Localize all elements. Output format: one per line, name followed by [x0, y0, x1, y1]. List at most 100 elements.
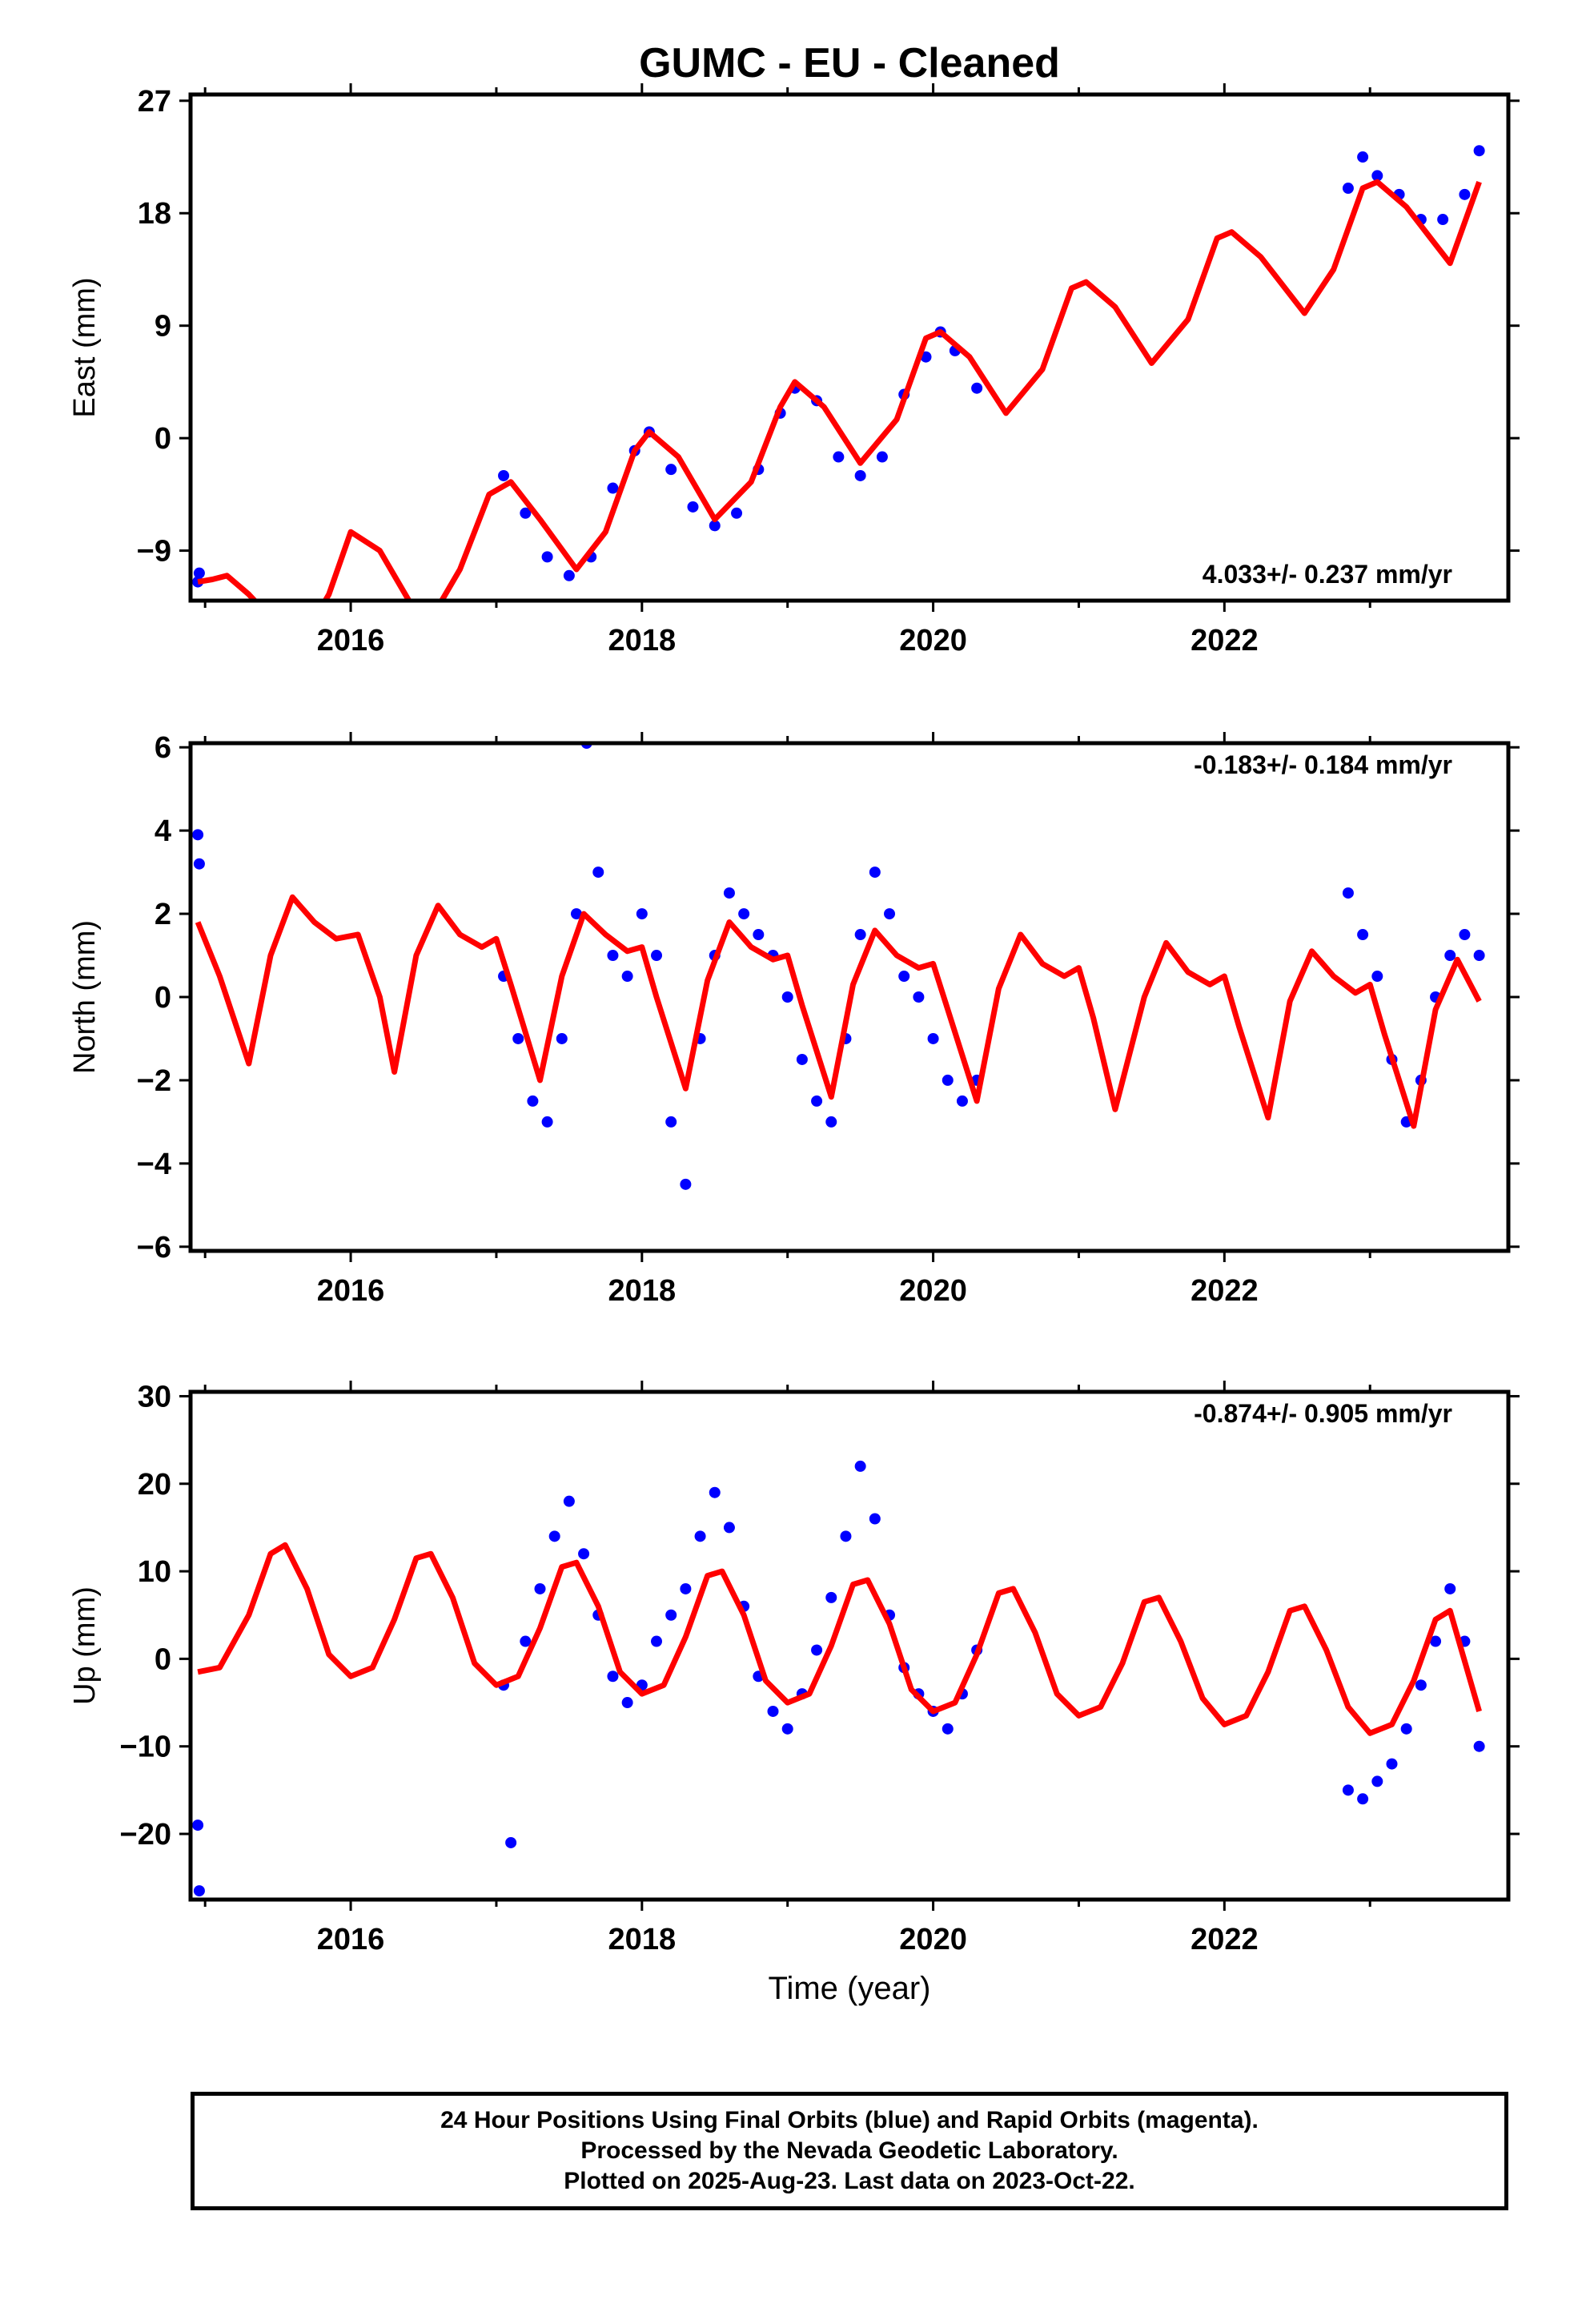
y-tick-label: 2: [155, 898, 171, 931]
y-tick-label: 0: [155, 422, 171, 456]
data-point: [578, 1548, 590, 1560]
x-tick-label: 2022: [1191, 1274, 1259, 1308]
data-point: [193, 567, 205, 579]
y-tick-label: 4: [155, 814, 171, 848]
data-point: [687, 501, 699, 513]
data-point: [548, 1530, 560, 1542]
data-point: [709, 520, 721, 532]
y-axis-label: North (mm): [68, 920, 102, 1074]
data-point: [621, 971, 633, 983]
y-axis-label: East (mm): [68, 277, 102, 417]
data-point: [1444, 950, 1456, 962]
data-point: [607, 950, 619, 962]
data-point: [534, 1582, 546, 1594]
data-point: [731, 507, 743, 519]
data-point: [680, 1178, 692, 1190]
x-tick-label: 2018: [608, 1923, 677, 1956]
footer-line-3: Plotted on 2025-Aug-23. Last data on 202…: [564, 2168, 1135, 2194]
data-point: [570, 908, 582, 920]
data-point: [1444, 1582, 1456, 1594]
rate-label: -0.874+/- 0.905 mm/yr: [1194, 1399, 1452, 1428]
x-tick-label: 2016: [317, 1923, 385, 1956]
data-point: [1473, 1740, 1485, 1752]
rate-label: -0.183+/- 0.184 mm/yr: [1194, 750, 1452, 779]
data-point: [1371, 170, 1383, 182]
model-fit-line: [197, 179, 1482, 601]
y-tick-label: 27: [138, 85, 171, 119]
footer-note-box: 24 Hour Positions Using Final Orbits (bl…: [191, 2092, 1508, 2210]
data-point: [854, 469, 866, 481]
data-point: [665, 1609, 677, 1621]
data-point: [1357, 151, 1369, 163]
data-point: [527, 1095, 539, 1107]
data-point: [541, 551, 553, 563]
data-point: [1437, 214, 1449, 226]
data-point: [563, 1495, 575, 1507]
data-point: [636, 908, 648, 920]
x-tick-label: 2018: [608, 1274, 677, 1308]
data-point: [1371, 971, 1383, 983]
data-point: [767, 1705, 779, 1717]
data-point: [869, 866, 881, 879]
data-point: [1473, 950, 1485, 962]
y-tick-label: −10: [120, 1731, 171, 1764]
data-point: [607, 482, 619, 494]
y-tick-label: −2: [137, 1064, 171, 1098]
data-point: [1371, 1775, 1383, 1787]
data-point: [854, 929, 866, 941]
data-point: [1459, 188, 1471, 200]
plot-frame: [188, 741, 1511, 1253]
x-tick-label: 2020: [899, 1923, 967, 1956]
data-point: [781, 991, 793, 1003]
x-tick-label: 2016: [317, 1274, 385, 1308]
x-tick-label: 2020: [899, 1274, 967, 1308]
data-point: [563, 569, 575, 581]
data-point: [825, 1116, 837, 1128]
data-point: [1342, 887, 1354, 899]
x-axis-label: Time (year): [769, 1971, 931, 2006]
y-tick-label: −6: [137, 1231, 171, 1265]
chart-title: GUMC - EU - Cleaned: [639, 40, 1060, 86]
data-point: [811, 1644, 823, 1656]
footer-line-2: Processed by the Nevada Geodetic Laborat…: [580, 2137, 1118, 2164]
x-tick-label: 2016: [317, 624, 385, 657]
data-point: [753, 929, 765, 941]
x-tick-label: 2022: [1191, 624, 1259, 657]
data-point: [651, 1635, 663, 1647]
data-point: [913, 991, 925, 1003]
data-point: [709, 1486, 721, 1498]
data-point: [811, 1095, 823, 1107]
model-fit-line: [195, 894, 1482, 1129]
data-point: [723, 1522, 735, 1534]
footer-line-1: 24 Hour Positions Using Final Orbits (bl…: [440, 2107, 1259, 2133]
data-point: [1400, 1723, 1412, 1735]
data-point: [192, 1819, 204, 1831]
data-point: [651, 950, 663, 962]
data-point: [833, 451, 845, 463]
data-point: [1342, 1784, 1354, 1796]
data-point: [956, 1095, 968, 1107]
y-tick-label: −20: [120, 1818, 171, 1852]
data-point: [694, 1530, 706, 1542]
y-tick-label: 6: [155, 731, 171, 765]
data-point: [193, 858, 205, 870]
data-point: [898, 971, 910, 983]
data-point: [1357, 929, 1369, 941]
data-point: [971, 382, 983, 394]
y-axis-label: Up (mm): [68, 1586, 102, 1705]
model-fit-line: [197, 1542, 1482, 1736]
data-point: [876, 451, 888, 463]
data-point: [556, 1032, 568, 1044]
data-point: [680, 1582, 692, 1594]
data-point: [192, 829, 204, 841]
data-point: [884, 908, 896, 920]
x-tick-label: 2018: [608, 624, 677, 657]
data-point: [1386, 1758, 1398, 1770]
data-point: [738, 908, 750, 920]
y-tick-label: −4: [137, 1148, 171, 1181]
y-tick-label: 20: [138, 1468, 171, 1502]
data-point: [621, 1697, 633, 1709]
data-point: [520, 507, 532, 519]
data-point: [1430, 1635, 1442, 1647]
